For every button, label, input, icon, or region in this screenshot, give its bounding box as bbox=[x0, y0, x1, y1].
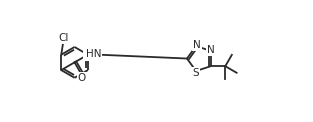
Text: O: O bbox=[78, 73, 86, 83]
Text: HN: HN bbox=[85, 49, 101, 59]
Text: S: S bbox=[193, 67, 199, 77]
Text: N: N bbox=[207, 45, 214, 55]
Text: N: N bbox=[193, 40, 201, 50]
Text: N: N bbox=[84, 50, 92, 60]
Text: Cl: Cl bbox=[58, 33, 69, 43]
